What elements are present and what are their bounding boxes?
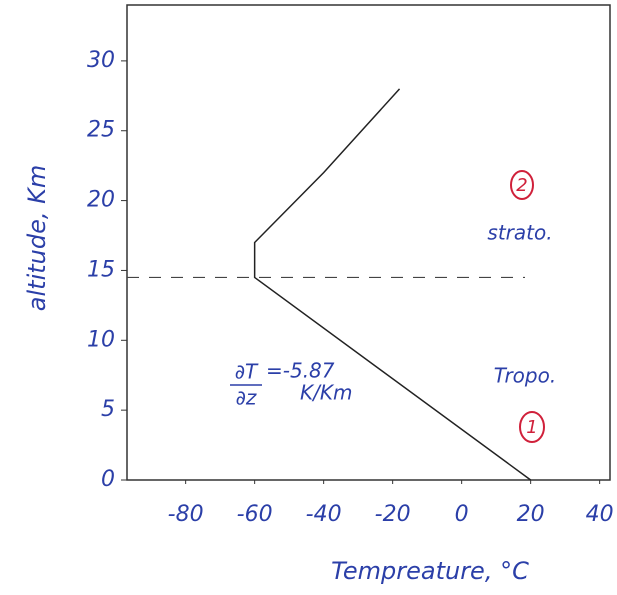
x-tick-label: 0 <box>455 502 469 527</box>
y-tick-label: 5 <box>101 397 115 422</box>
annotation: 1 <box>526 417 537 438</box>
x-tick-label: -20 <box>375 502 411 527</box>
y-tick-label: 30 <box>87 48 115 73</box>
x-tick-label: -60 <box>237 502 273 527</box>
x-tick-label: 20 <box>517 502 545 527</box>
annotation: 2 <box>516 175 527 196</box>
annotation: ∂T <box>235 360 259 384</box>
x-tick-label: 40 <box>586 502 614 527</box>
y-tick-label: 20 <box>87 188 115 213</box>
y-tick-label: 10 <box>87 327 115 352</box>
x-axis-title: Tempreature, °C <box>331 557 529 585</box>
y-tick-label: 0 <box>101 467 115 492</box>
chart: Tempreature, °C altitude, Km ∂T ∂z =-5.8… <box>0 0 617 595</box>
data-line <box>255 89 531 480</box>
annotation: =-5.87 <box>266 359 335 383</box>
annotation: Tropo. <box>494 364 556 388</box>
annotation: K/Km <box>300 381 352 405</box>
y-axis-title: altitude, Km <box>23 165 51 311</box>
y-tick-label: 25 <box>87 118 115 143</box>
y-tick-label: 15 <box>87 257 115 282</box>
annotation: strato. <box>487 221 552 245</box>
annotation: ∂z <box>236 386 257 410</box>
x-tick-label: -80 <box>168 502 204 527</box>
x-tick-label: -40 <box>306 502 342 527</box>
